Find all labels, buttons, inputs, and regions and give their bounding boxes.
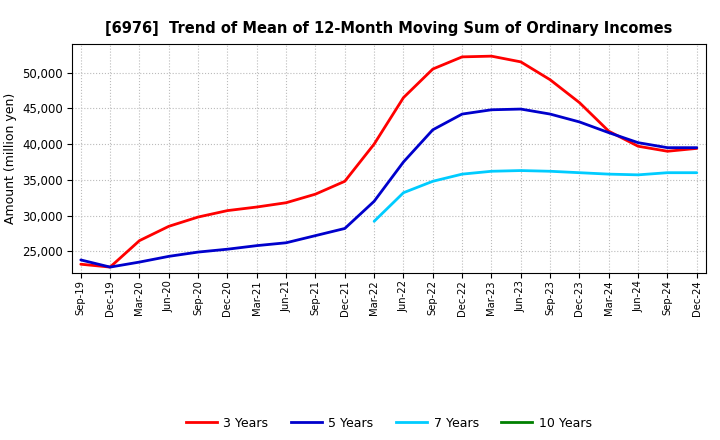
Title: [6976]  Trend of Mean of 12-Month Moving Sum of Ordinary Incomes: [6976] Trend of Mean of 12-Month Moving … <box>105 21 672 36</box>
Y-axis label: Amount (million yen): Amount (million yen) <box>4 93 17 224</box>
Legend: 3 Years, 5 Years, 7 Years, 10 Years: 3 Years, 5 Years, 7 Years, 10 Years <box>181 412 597 435</box>
